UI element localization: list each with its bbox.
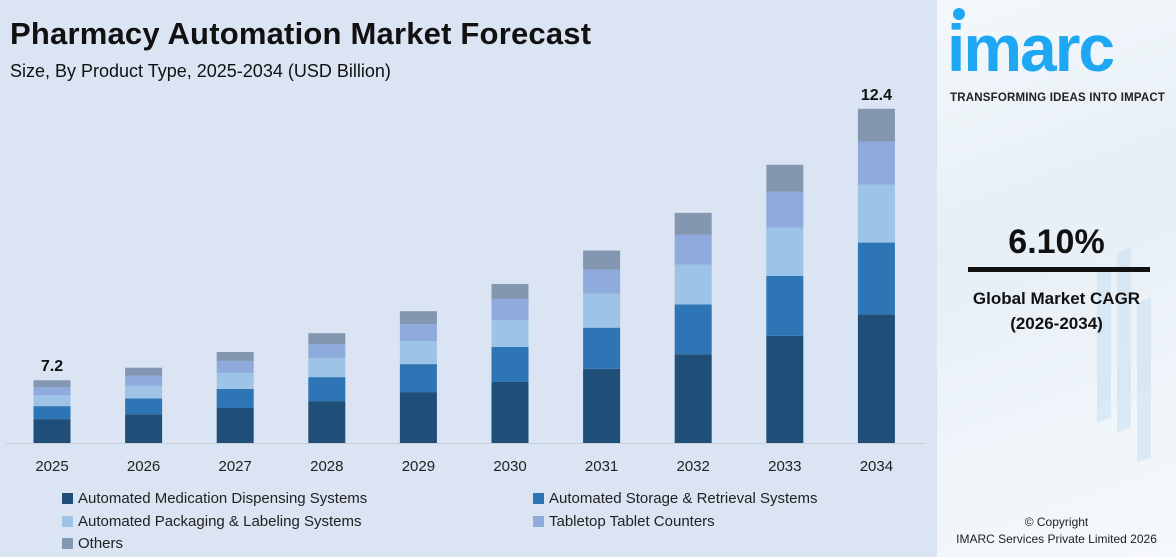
- bar-segment: [583, 293, 621, 328]
- sidebar: imarc TRANSFORMING IDEAS INTO IMPACT 6.1…: [937, 0, 1176, 557]
- cagr-label-text: Global Market CAGR: [972, 289, 1141, 308]
- legend-swatch: [533, 493, 544, 504]
- x-tick-label: 2033: [768, 458, 801, 475]
- bar-segment: [308, 344, 346, 359]
- data-label: 7.2: [41, 358, 63, 375]
- legend-item: Automated Medication Dispensing Systems: [62, 490, 367, 507]
- legend-swatch: [62, 493, 73, 504]
- x-tick-label: 2034: [860, 458, 893, 475]
- legend-label: Tabletop Tablet Counters: [549, 513, 715, 530]
- bar-segment: [674, 304, 712, 355]
- bar-segment: [583, 250, 621, 270]
- bar-segment: [857, 184, 895, 243]
- bar-segment: [399, 364, 437, 393]
- logo-tagline: TRANSFORMING IDEAS INTO IMPACT: [950, 92, 1166, 104]
- legend-label: Others: [78, 535, 124, 552]
- bar-segment: [216, 351, 254, 361]
- bar-segment: [491, 381, 529, 443]
- bar-segment: [674, 212, 712, 235]
- x-tick-label: 2029: [402, 458, 435, 475]
- chart-panel: Pharmacy Automation Market Forecast Size…: [6, 16, 925, 552]
- bar-segment: [308, 401, 346, 443]
- bar-segment: [491, 298, 529, 320]
- legend-label: Automated Packaging & Labeling Systems: [78, 513, 362, 530]
- bar-segment: [308, 333, 346, 345]
- bar-segment: [491, 284, 529, 299]
- bar-segment: [125, 414, 163, 443]
- bar-segment: [308, 377, 346, 402]
- legend-label: Automated Storage & Retrieval Systems: [549, 490, 818, 507]
- legend-item: Others: [62, 535, 123, 552]
- logo-dot: [953, 8, 965, 20]
- x-tick-label: 2031: [585, 458, 618, 475]
- bar-segment: [766, 275, 804, 336]
- copyright-text: © Copyright: [1024, 515, 1089, 529]
- chart-subtitle: Size, By Product Type, 2025-2034 (USD Bi…: [10, 61, 391, 81]
- bar-segment: [766, 191, 804, 228]
- bar-segment: [766, 227, 804, 276]
- bar-segment: [399, 341, 437, 365]
- bar-segment: [857, 108, 895, 142]
- bar-segment: [674, 234, 712, 265]
- bar-segment: [125, 375, 163, 386]
- bar-segment: [399, 311, 437, 325]
- bar-segment: [216, 407, 254, 443]
- x-tick-label: 2030: [493, 458, 526, 475]
- bar-segment: [216, 388, 254, 408]
- bar-segment: [766, 335, 804, 443]
- x-tick-label: 2026: [127, 458, 160, 475]
- legend-swatch: [62, 516, 73, 527]
- x-tick-label: 2027: [219, 458, 252, 475]
- bar-segment: [857, 314, 895, 443]
- legend-label: Automated Medication Dispensing Systems: [78, 490, 368, 507]
- x-tick-label: 2028: [310, 458, 343, 475]
- bar-segment: [491, 319, 529, 347]
- copyright: © Copyright IMARC Services Private Limit…: [937, 514, 1176, 548]
- divider: [968, 267, 1150, 272]
- legend-swatch: [62, 538, 73, 549]
- bar-segment: [857, 141, 895, 185]
- bar-segment: [399, 324, 437, 342]
- bar-segment: [33, 406, 71, 420]
- bar-segment: [308, 358, 346, 378]
- imarc-logo: imarc: [947, 11, 1115, 85]
- company-name: IMARC Services Private Limited 2026: [956, 532, 1157, 546]
- bar-segment: [857, 242, 895, 315]
- bar-segment: [766, 164, 804, 192]
- bar-segment: [583, 368, 621, 443]
- bar-segment: [216, 372, 254, 389]
- cagr-period: (2026-2034): [1010, 314, 1103, 333]
- bar-segment: [674, 354, 712, 443]
- bar-segment: [399, 392, 437, 443]
- x-tick-label: 2032: [677, 458, 710, 475]
- background-decoration: [1117, 247, 1131, 433]
- bar-segment: [33, 380, 71, 388]
- bar-segment: [125, 398, 163, 415]
- bar-segment: [33, 395, 71, 407]
- legend-item: Automated Packaging & Labeling Systems: [62, 513, 362, 530]
- cagr-label: Global Market CAGR (2026-2034): [937, 286, 1176, 336]
- bar-segment: [125, 385, 163, 399]
- cagr-value: 6.10%: [1008, 223, 1105, 261]
- bar-segment: [491, 346, 529, 382]
- legend-swatch: [533, 516, 544, 527]
- legend-item: Tabletop Tablet Counters: [533, 513, 715, 530]
- bar-segment: [33, 387, 71, 396]
- bar-segment: [674, 264, 712, 305]
- bar-segment: [33, 419, 71, 443]
- legend-item: Automated Storage & Retrieval Systems: [533, 490, 817, 507]
- bar-segment: [125, 367, 163, 376]
- data-label: 12.4: [861, 87, 892, 104]
- x-tick-label: 2025: [35, 458, 68, 475]
- chart-title: Pharmacy Automation Market Forecast: [10, 16, 592, 51]
- bar-segment: [583, 269, 621, 294]
- bar-segment: [583, 327, 621, 369]
- stacked-bar-chart: 2025 7.2 2026 2027 2028 2029 2030 2031 2032 2033 2…: [6, 87, 925, 475]
- bar-segment: [216, 360, 254, 373]
